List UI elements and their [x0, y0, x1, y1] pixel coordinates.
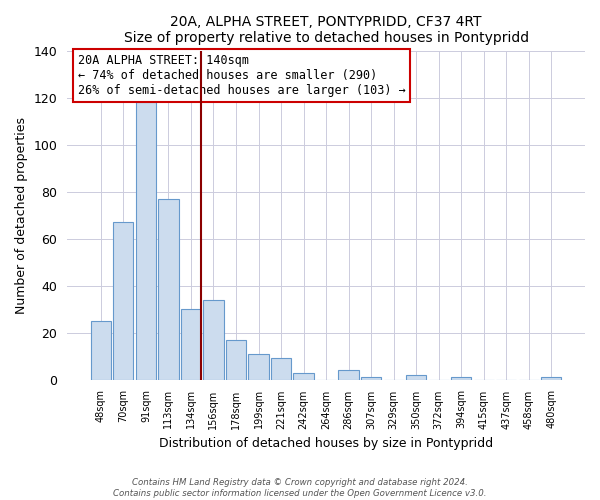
Bar: [113, 222, 133, 380]
Bar: [136, 102, 156, 380]
Bar: [451, 377, 472, 380]
Bar: [158, 198, 179, 380]
Bar: [226, 340, 246, 380]
Title: 20A, ALPHA STREET, PONTYPRIDD, CF37 4RT
Size of property relative to detached ho: 20A, ALPHA STREET, PONTYPRIDD, CF37 4RT …: [124, 15, 529, 45]
X-axis label: Distribution of detached houses by size in Pontypridd: Distribution of detached houses by size …: [159, 437, 493, 450]
Bar: [541, 377, 562, 380]
Bar: [338, 370, 359, 380]
Bar: [248, 354, 269, 380]
Text: 20A ALPHA STREET: 140sqm
← 74% of detached houses are smaller (290)
26% of semi-: 20A ALPHA STREET: 140sqm ← 74% of detach…: [77, 54, 405, 97]
Y-axis label: Number of detached properties: Number of detached properties: [15, 116, 28, 314]
Bar: [406, 375, 427, 380]
Bar: [293, 372, 314, 380]
Text: Contains HM Land Registry data © Crown copyright and database right 2024.
Contai: Contains HM Land Registry data © Crown c…: [113, 478, 487, 498]
Bar: [271, 358, 291, 380]
Bar: [361, 377, 381, 380]
Bar: [91, 321, 111, 380]
Bar: [203, 300, 224, 380]
Bar: [181, 309, 201, 380]
